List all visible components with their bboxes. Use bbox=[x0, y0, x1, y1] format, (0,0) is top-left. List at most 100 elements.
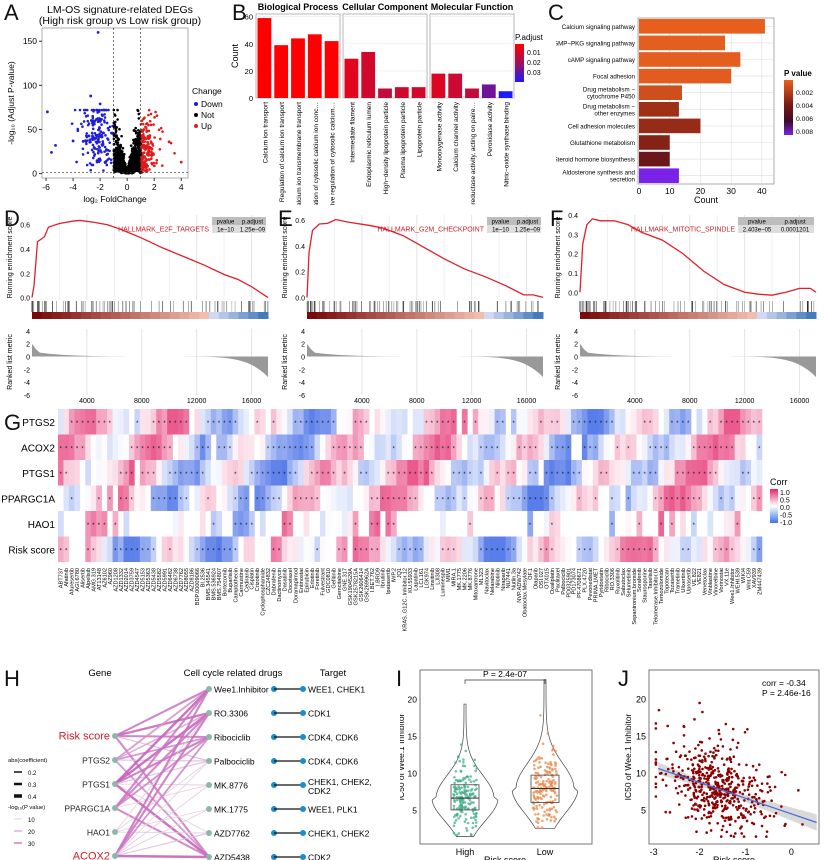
heatmap-cell bbox=[461, 434, 468, 460]
heatmap-cell bbox=[161, 409, 168, 435]
significance-marker: * bbox=[665, 446, 668, 452]
significance-marker: * bbox=[654, 446, 657, 452]
significance-marker: * bbox=[169, 446, 172, 452]
rank-color-bar bbox=[493, 312, 505, 319]
data-point bbox=[734, 790, 738, 793]
data-point bbox=[119, 145, 122, 148]
data-point bbox=[721, 824, 725, 828]
bar bbox=[639, 68, 732, 84]
data-point bbox=[158, 137, 162, 141]
significance-marker: * bbox=[447, 497, 450, 503]
data-point bbox=[664, 784, 668, 787]
data-point bbox=[714, 780, 717, 784]
data-point bbox=[467, 789, 470, 792]
significance-marker: * bbox=[758, 421, 761, 427]
heatmap-cell bbox=[281, 536, 288, 562]
column-label: PRIMA.1MET bbox=[594, 567, 600, 602]
panel-label-d: D bbox=[4, 206, 20, 231]
data-point bbox=[697, 785, 700, 789]
heatmap-cell bbox=[238, 434, 244, 460]
heatmap-cell bbox=[680, 409, 686, 435]
heatmap-cell bbox=[128, 434, 135, 460]
y-tick-label: 0.6 bbox=[20, 223, 30, 230]
gene-label: ACOX2 bbox=[73, 851, 110, 860]
significance-marker: * bbox=[687, 472, 690, 478]
data-point bbox=[698, 804, 701, 807]
drug-label: Wee1.Inhibitor bbox=[214, 685, 269, 695]
data-point bbox=[780, 805, 783, 808]
data-point bbox=[740, 832, 744, 835]
significance-marker: * bbox=[496, 472, 499, 478]
significance-marker: * bbox=[720, 446, 723, 452]
significance-marker: * bbox=[436, 497, 439, 503]
column-label: Selumetinib bbox=[626, 568, 632, 597]
significance-marker: * bbox=[131, 446, 134, 452]
significance-marker: * bbox=[496, 548, 499, 554]
heatmap-cell bbox=[723, 409, 730, 435]
data-point bbox=[725, 758, 729, 761]
stats-header-padjust: p.adjust bbox=[517, 220, 538, 226]
significance-marker: * bbox=[567, 446, 570, 452]
heatmap-cell bbox=[576, 485, 583, 511]
y-axis-label: Running enrichment score bbox=[7, 217, 14, 299]
significance-marker: * bbox=[387, 472, 390, 478]
heatmap-cell bbox=[385, 485, 392, 511]
column-label: AZD7762 bbox=[179, 568, 185, 592]
data-point bbox=[729, 815, 733, 819]
data-point bbox=[132, 128, 136, 132]
column-label: AZD6482 bbox=[168, 568, 174, 592]
data-point bbox=[717, 773, 720, 777]
heatmap-cell bbox=[756, 409, 763, 435]
heatmap-cell bbox=[118, 460, 124, 486]
heatmap-cell bbox=[701, 536, 708, 562]
rank-color-bar bbox=[484, 312, 495, 319]
facet-title: Biological Process bbox=[258, 2, 339, 12]
plot-bg bbox=[32, 215, 268, 395]
heatmap-cell bbox=[128, 460, 135, 486]
significance-marker: * bbox=[251, 523, 254, 529]
column-label: Trametinib bbox=[675, 568, 681, 594]
stats-table-header bbox=[212, 217, 266, 225]
data-point bbox=[459, 814, 462, 818]
data-point bbox=[453, 781, 456, 785]
data-point bbox=[541, 742, 545, 746]
heatmap-cell bbox=[554, 485, 561, 511]
column-label: Docetaxel bbox=[288, 568, 294, 593]
data-point bbox=[137, 148, 141, 151]
data-point bbox=[720, 774, 724, 777]
enrichment-curve bbox=[31, 219, 269, 299]
data-point bbox=[471, 810, 475, 813]
heatmap-cell bbox=[287, 511, 293, 537]
bar bbox=[639, 18, 765, 34]
significance-marker: * bbox=[551, 472, 554, 478]
data-point bbox=[121, 146, 125, 150]
data-point bbox=[112, 137, 116, 141]
significance-marker: * bbox=[654, 472, 657, 478]
heatmap-cell bbox=[560, 409, 566, 435]
data-point bbox=[463, 764, 467, 768]
data-point bbox=[550, 789, 554, 792]
data-point bbox=[686, 757, 689, 761]
heatmap-cell bbox=[489, 409, 495, 435]
significance-marker: * bbox=[322, 472, 325, 478]
heatmap-cell bbox=[729, 485, 736, 511]
significance-marker: * bbox=[463, 472, 466, 478]
data-point bbox=[475, 767, 479, 770]
data-point bbox=[455, 833, 459, 837]
significance-marker: * bbox=[92, 523, 95, 529]
data-point bbox=[545, 808, 549, 812]
data-point bbox=[532, 763, 536, 767]
data-point bbox=[750, 779, 754, 783]
data-point bbox=[117, 158, 121, 162]
heatmap-cell bbox=[85, 536, 92, 562]
bar bbox=[498, 91, 513, 98]
rank-color-bar bbox=[32, 312, 43, 319]
column-label: Wnt.C59 bbox=[746, 568, 752, 590]
data-point bbox=[91, 143, 95, 147]
data-point bbox=[466, 795, 470, 798]
heatmap-cell bbox=[461, 409, 468, 435]
y-tick-label: Focal adhesion bbox=[593, 74, 636, 81]
data-point bbox=[698, 754, 702, 758]
significance-marker: * bbox=[676, 421, 679, 427]
data-point bbox=[664, 772, 668, 776]
